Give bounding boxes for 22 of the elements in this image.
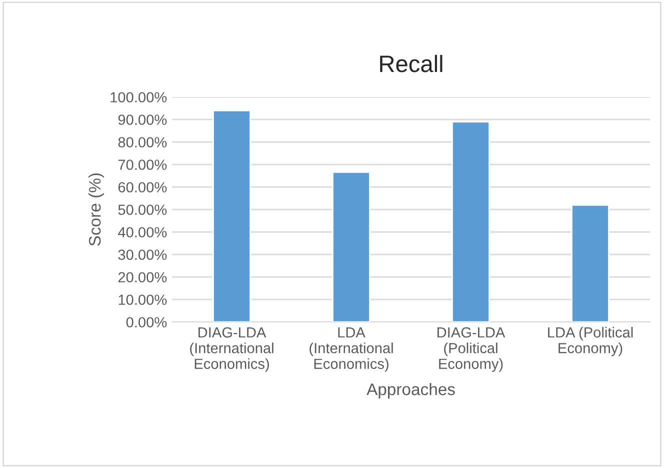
y-tick-label: 0.00% <box>126 317 167 328</box>
bar <box>452 121 490 322</box>
x-tick-label: DIAG-LDA (Political Economy) <box>438 327 506 372</box>
bar <box>332 171 370 322</box>
bar <box>212 110 251 322</box>
chart-title: Recall <box>380 54 442 72</box>
y-tick-label: 100.00% <box>110 92 167 102</box>
x-tick-label: LDA (Political Economy) <box>548 326 633 356</box>
x-axis-title: Approaches <box>366 382 455 399</box>
y-tick-label: 60.00% <box>118 182 167 192</box>
x-tick-label: LDA (International Economics) <box>310 327 393 372</box>
y-tick-label: 90.00% <box>118 114 167 125</box>
y-tick-label: 50.00% <box>118 204 167 215</box>
y-tick-label: 20.00% <box>118 272 167 282</box>
y-tick-label: 10.00% <box>118 294 167 305</box>
y-axis-title: Score (%) <box>88 173 104 246</box>
x-tick-label: DIAG-LDA (International Economics) <box>190 327 274 372</box>
y-tick-label: 70.00% <box>118 160 167 170</box>
y-tick-label: 30.00% <box>118 250 167 260</box>
bar <box>571 204 610 322</box>
y-tick-label: 40.00% <box>118 227 167 238</box>
y-tick-label: 80.00% <box>118 137 167 148</box>
